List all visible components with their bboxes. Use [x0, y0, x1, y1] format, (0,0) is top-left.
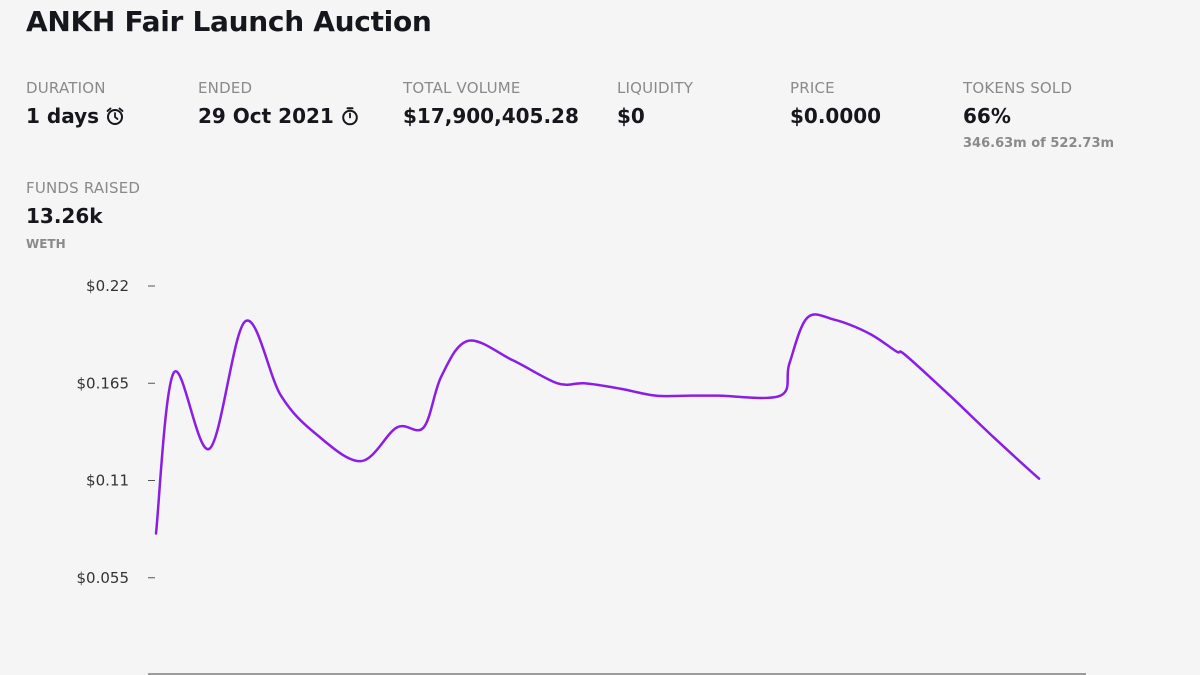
- stat-duration: DURATION 1 days: [26, 78, 125, 128]
- stopwatch-icon: [340, 106, 360, 126]
- stat-ended-value: 29 Oct 2021: [198, 104, 334, 128]
- alarm-clock-icon: [105, 106, 125, 126]
- stat-ended-label: ENDED: [198, 79, 253, 97]
- stat-funds-raised-value: 13.26k: [26, 204, 103, 228]
- stat-ended-row: 29 Oct 2021: [198, 104, 360, 128]
- stat-ended: ENDED 29 Oct 2021: [198, 78, 360, 128]
- stat-price-label: PRICE: [790, 79, 835, 97]
- stat-price-value: $0.0000: [790, 104, 882, 128]
- stat-funds-raised-label: FUNDS RAISED: [26, 179, 141, 197]
- page-title: ANKH Fair Launch Auction: [26, 5, 432, 38]
- stat-total-volume-value: $17,900,405.28: [403, 104, 579, 128]
- stat-funds-raised-unit: WETH: [26, 237, 66, 251]
- stat-funds-raised: FUNDS RAISED 13.26k WETH: [26, 178, 140, 252]
- stat-liquidity-value: $0: [617, 104, 645, 128]
- stat-tokens-sold-detail: 346.63m of 522.73m: [963, 136, 1115, 151]
- stat-tokens-sold: TOKENS SOLD 66% 346.63m of 522.73m: [963, 78, 1114, 152]
- stat-total-volume: TOTAL VOLUME $17,900,405.28: [403, 78, 579, 128]
- stat-total-volume-label: TOTAL VOLUME: [403, 79, 521, 97]
- stat-price: PRICE $0.0000: [790, 78, 881, 128]
- stat-liquidity: LIQUIDITY $0: [617, 78, 693, 128]
- y-axis: $0.22 $0.165 $0.11 $0.055: [77, 277, 155, 587]
- stat-duration-value: 1 days: [26, 104, 100, 128]
- stat-tokens-sold-label: TOKENS SOLD: [963, 79, 1073, 97]
- y-tick-label: $0.11: [86, 472, 129, 490]
- price-series-line: [154, 313, 1041, 535]
- y-tick-label: $0.055: [77, 569, 130, 587]
- y-tick-label: $0.22: [86, 277, 129, 295]
- y-tick-label: $0.165: [77, 374, 130, 392]
- stat-tokens-sold-value: 66%: [963, 104, 1011, 128]
- stat-duration-label: DURATION: [26, 79, 106, 97]
- stat-duration-row: 1 days: [26, 104, 125, 128]
- stat-liquidity-label: LIQUIDITY: [617, 79, 694, 97]
- price-chart: $0.22 $0.165 $0.11 $0.055: [77, 277, 1086, 675]
